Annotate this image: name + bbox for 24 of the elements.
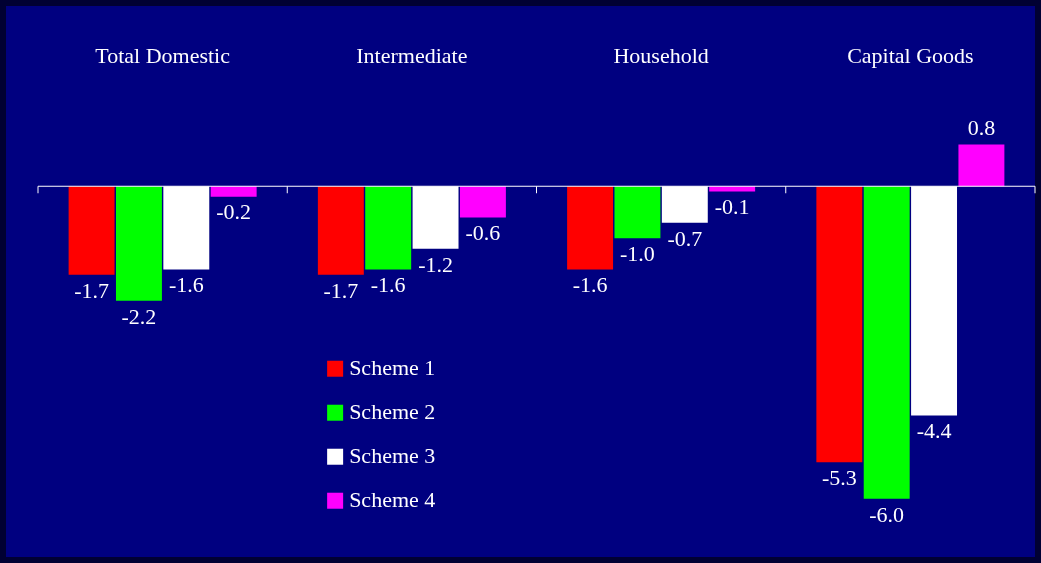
data-label: -0.2 <box>216 199 252 225</box>
legend-label: Scheme 3 <box>349 442 436 468</box>
data-label: -1.6 <box>370 272 406 298</box>
legend-label: Scheme 1 <box>349 354 436 380</box>
x-tick-label: Household <box>613 42 709 68</box>
data-label: -6.0 <box>869 501 905 527</box>
data-label: -1.6 <box>168 272 204 298</box>
legend-label: Scheme 4 <box>349 486 436 512</box>
data-label: -1.6 <box>572 272 608 298</box>
data-label: -0.1 <box>714 194 750 220</box>
data-label: -1.0 <box>620 241 655 267</box>
data-label: -1.7 <box>323 277 359 303</box>
x-tick-label: Capital Goods <box>847 42 974 68</box>
data-label: -1.2 <box>418 251 453 277</box>
data-label: -5.3 <box>821 465 857 491</box>
x-tick-label: Intermediate <box>356 42 468 68</box>
data-label: -0.7 <box>667 225 703 251</box>
data-label: 0.8 <box>967 115 996 141</box>
x-tick-label: Total Domestic <box>95 42 231 68</box>
data-label: -2.2 <box>121 303 157 329</box>
data-label: -1.7 <box>74 277 109 303</box>
legend-label: Scheme 2 <box>349 398 436 424</box>
data-label: -0.6 <box>465 220 501 246</box>
data-label: -4.4 <box>916 418 952 444</box>
